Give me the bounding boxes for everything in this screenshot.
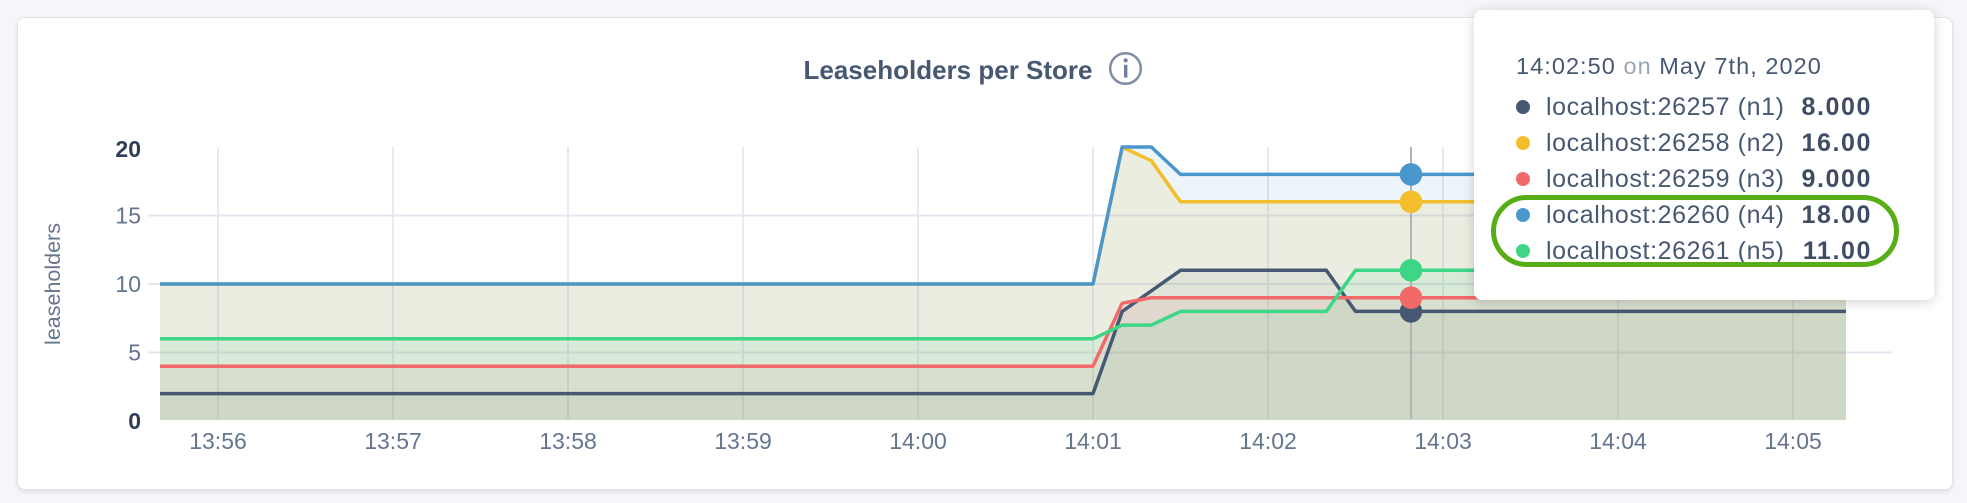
svg-text:14:04: 14:04 bbox=[1589, 428, 1647, 454]
svg-text:20: 20 bbox=[115, 136, 141, 162]
svg-text:10: 10 bbox=[115, 271, 141, 297]
svg-text:14:02: 14:02 bbox=[1239, 428, 1297, 454]
svg-text:5: 5 bbox=[128, 340, 141, 366]
svg-text:15: 15 bbox=[115, 203, 141, 229]
svg-text:13:58: 13:58 bbox=[539, 428, 597, 454]
svg-text:14:03: 14:03 bbox=[1414, 428, 1472, 454]
svg-text:0: 0 bbox=[128, 408, 141, 434]
svg-text:14:01: 14:01 bbox=[1064, 428, 1122, 454]
svg-text:14:00: 14:00 bbox=[889, 428, 947, 454]
svg-text:14:05: 14:05 bbox=[1764, 428, 1822, 454]
svg-text:13:57: 13:57 bbox=[364, 428, 422, 454]
svg-text:13:56: 13:56 bbox=[189, 428, 247, 454]
svg-text:leaseholders: leaseholders bbox=[41, 223, 65, 345]
svg-text:13:59: 13:59 bbox=[714, 428, 772, 454]
svg-text:Leaseholders per Store: Leaseholders per Store bbox=[804, 55, 1093, 85]
